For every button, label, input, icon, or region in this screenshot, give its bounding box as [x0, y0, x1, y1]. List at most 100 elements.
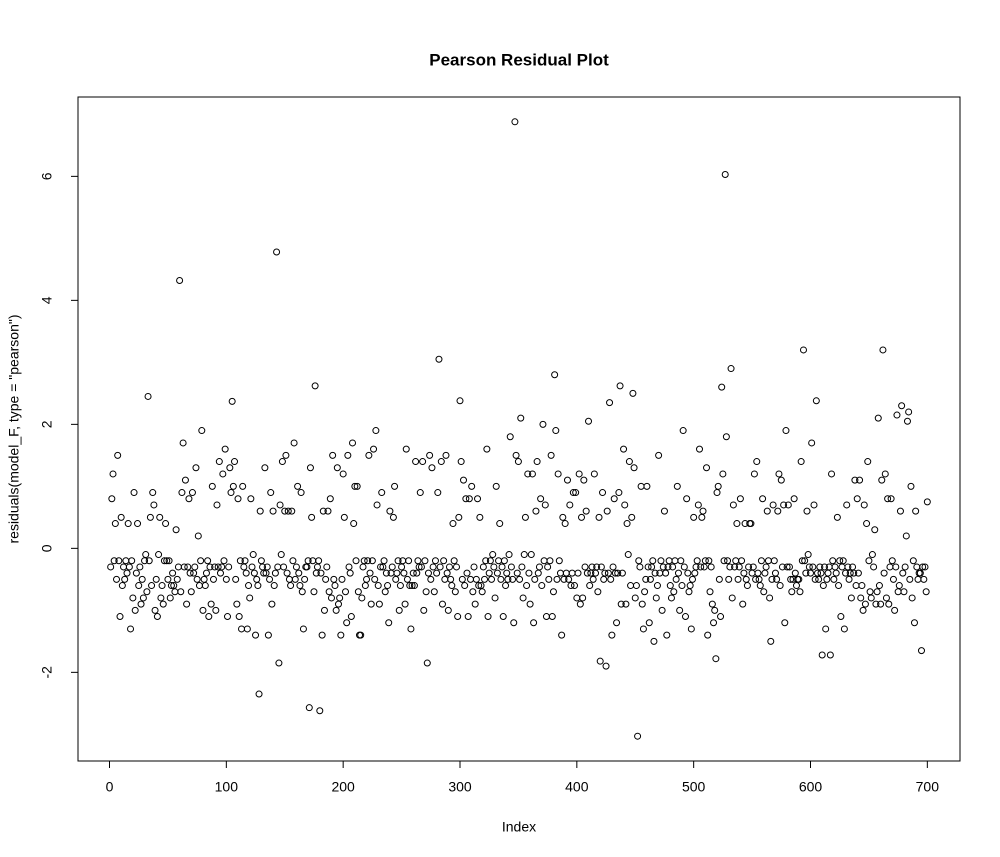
- point: [895, 582, 903, 590]
- point: [148, 582, 156, 590]
- point: [142, 551, 150, 559]
- point: [768, 575, 776, 583]
- point: [377, 563, 385, 571]
- point: [374, 582, 382, 590]
- point: [220, 557, 228, 565]
- point: [457, 458, 465, 466]
- point: [707, 563, 715, 571]
- point: [920, 575, 928, 583]
- point: [857, 594, 865, 602]
- point: [518, 563, 526, 571]
- point: [498, 563, 506, 571]
- point: [785, 563, 793, 571]
- point: [504, 575, 512, 583]
- point: [247, 495, 255, 503]
- point: [370, 445, 378, 453]
- point: [636, 563, 644, 571]
- point: [505, 551, 513, 559]
- point: [434, 489, 442, 497]
- point: [836, 557, 844, 565]
- point: [158, 582, 166, 590]
- point: [526, 600, 534, 608]
- point: [155, 551, 163, 559]
- y-tick-label: 0: [39, 544, 55, 552]
- point: [597, 563, 605, 571]
- point: [169, 569, 177, 577]
- point: [472, 575, 480, 583]
- point: [177, 588, 185, 596]
- point: [774, 507, 782, 515]
- point: [242, 569, 250, 577]
- point: [198, 427, 206, 435]
- point: [711, 606, 719, 614]
- point: [117, 513, 125, 521]
- point: [567, 582, 575, 590]
- point: [879, 346, 887, 354]
- point: [558, 631, 566, 639]
- point: [496, 520, 504, 528]
- point: [389, 513, 397, 521]
- point: [221, 445, 229, 453]
- point: [470, 563, 478, 571]
- point: [683, 495, 691, 503]
- point: [796, 588, 804, 596]
- point: [531, 575, 539, 583]
- point: [653, 582, 661, 590]
- point: [561, 520, 569, 528]
- point: [239, 482, 247, 490]
- point: [905, 408, 913, 416]
- point: [873, 588, 881, 596]
- point: [781, 619, 789, 627]
- point: [138, 575, 146, 583]
- point: [469, 588, 477, 596]
- point: [527, 551, 535, 559]
- point: [144, 392, 152, 400]
- point: [179, 439, 187, 447]
- point: [118, 582, 126, 590]
- point: [153, 613, 161, 621]
- point: [909, 557, 917, 565]
- point: [206, 563, 214, 571]
- point: [235, 613, 243, 621]
- point: [826, 651, 834, 659]
- point: [819, 582, 827, 590]
- point: [902, 532, 910, 540]
- point: [178, 489, 186, 497]
- point: [283, 569, 291, 577]
- point: [271, 569, 279, 577]
- point: [555, 557, 563, 565]
- point: [430, 588, 438, 596]
- x-tick-label: 600: [799, 779, 823, 795]
- point: [896, 507, 904, 515]
- point: [588, 563, 596, 571]
- point: [172, 526, 180, 534]
- point: [333, 464, 341, 472]
- point: [801, 557, 809, 565]
- point: [740, 569, 748, 577]
- point: [762, 563, 770, 571]
- point: [898, 402, 906, 410]
- point: [268, 600, 276, 608]
- point: [808, 439, 816, 447]
- x-tick-label: 200: [331, 779, 355, 795]
- point: [608, 631, 616, 639]
- point: [489, 551, 497, 559]
- y-tick-label: 6: [39, 172, 55, 180]
- point: [806, 569, 814, 577]
- point: [413, 569, 421, 577]
- point: [738, 557, 746, 565]
- point: [176, 277, 184, 285]
- point: [551, 371, 559, 379]
- point: [809, 563, 817, 571]
- point: [840, 625, 848, 633]
- point: [614, 569, 622, 577]
- point: [365, 451, 373, 459]
- point: [734, 575, 742, 583]
- point: [623, 520, 631, 528]
- point: [922, 588, 930, 596]
- point: [615, 489, 623, 497]
- point: [349, 439, 357, 447]
- point: [901, 563, 909, 571]
- point: [837, 613, 845, 621]
- point: [729, 501, 737, 509]
